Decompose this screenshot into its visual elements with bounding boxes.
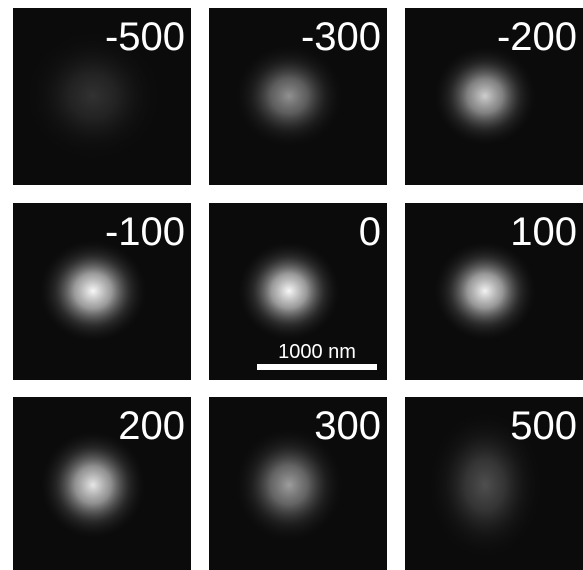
panel-label: 500: [510, 404, 577, 448]
panel-label: 300: [314, 404, 381, 448]
panel-label: -200: [497, 15, 577, 59]
panel-label: -100: [105, 210, 185, 254]
figure: -500 -300 -200 -100 0 100 200 300 500 1000 nm: [0, 0, 583, 570]
page: -500-300-200-10001002003005001000 nm (()…: [0, 0, 583, 570]
scale-bar-label: 1000 nm: [278, 341, 356, 363]
spot: [239, 242, 340, 340]
scale-bar: [257, 364, 377, 370]
panel-label: 100: [510, 210, 577, 254]
panel-label: -500: [105, 15, 185, 59]
panel-label: 200: [118, 404, 185, 448]
spot: [435, 47, 536, 145]
spot: [236, 46, 342, 147]
spot: [40, 241, 146, 342]
spot: [435, 242, 536, 340]
panel-label: -300: [301, 15, 381, 59]
panel-label: 0: [359, 210, 381, 254]
